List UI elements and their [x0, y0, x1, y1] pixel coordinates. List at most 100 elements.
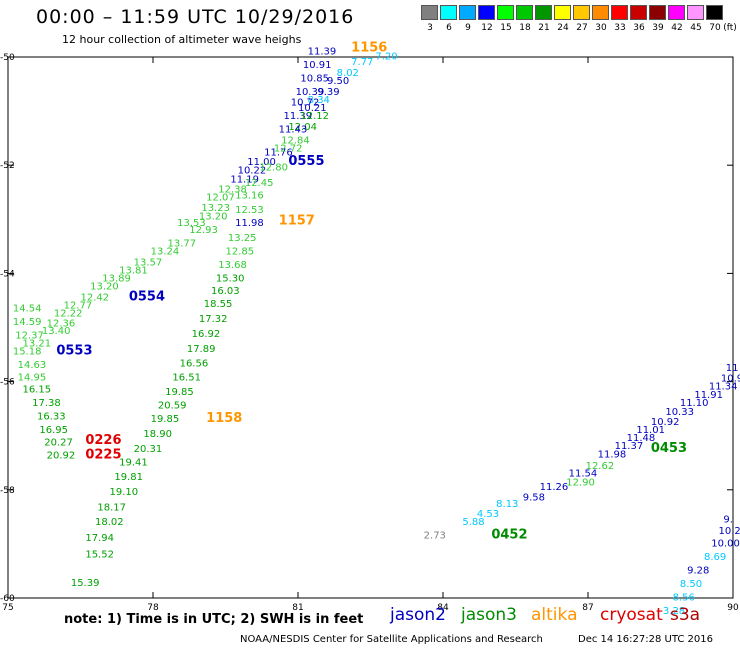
pass-time-label: 1158	[206, 411, 242, 426]
wave-height-value: 12.12	[300, 111, 329, 122]
wave-height-value: 11.10	[680, 398, 709, 409]
wave-height-value: 9.	[723, 514, 733, 525]
legend-swatch	[478, 5, 495, 20]
wave-height-value: 13.89	[102, 274, 131, 285]
wave-height-value: 19.85	[165, 387, 194, 398]
wave-height-value: 12.42	[81, 292, 110, 303]
wave-height-value: 9.50	[327, 76, 349, 87]
wave-height-value: 13.25	[228, 233, 257, 244]
wave-height-value: 17.94	[85, 533, 114, 544]
legend-swatch	[706, 5, 723, 20]
wave-height-value: 13.53	[177, 218, 206, 229]
legend-swatch	[573, 5, 590, 20]
wave-height-value: 14.59	[13, 317, 42, 328]
wave-height-value: 11.54	[569, 468, 598, 479]
wave-height-value: 16.56	[180, 358, 209, 369]
legend-swatch	[497, 5, 514, 20]
satellite-label-cryosat: cryosat	[600, 605, 663, 625]
wave-height-value: 7.20	[375, 52, 397, 63]
wave-height-value: 19.81	[114, 472, 143, 483]
wave-height-value: 11.98	[235, 218, 264, 229]
wave-height-value: 10.21	[298, 103, 327, 114]
pass-time-label: 0554	[129, 289, 165, 304]
wave-height-value: 11.19	[230, 175, 259, 186]
wave-height-value: 11.98	[598, 449, 627, 460]
wave-height-value: 12.72	[274, 144, 303, 155]
lon-tick-label: 81	[292, 603, 303, 613]
wave-height-value: 11.91	[694, 390, 723, 401]
wave-height-value: 10.98	[721, 374, 740, 385]
lat-tick-label: -60	[0, 594, 15, 604]
pass-time-label: 0226	[85, 433, 121, 448]
pass-time-label: 0553	[56, 344, 92, 359]
wave-height-value: 16.51	[172, 373, 201, 384]
wave-height-value: 12.93	[189, 225, 218, 236]
wave-height-value: 13.68	[218, 260, 247, 271]
wave-height-value: 8.13	[496, 499, 518, 510]
lat-tick-label: -54	[0, 269, 15, 279]
wave-height-value: 14.95	[18, 373, 47, 384]
wave-height-value: 8.69	[704, 552, 726, 563]
wave-height-value: 12.07	[206, 192, 235, 203]
wave-height-value: 18.90	[143, 429, 172, 440]
wave-height-value: 11.01	[636, 425, 665, 436]
pass-time-label: 0452	[491, 527, 527, 542]
lat-tick-label: -56	[0, 378, 15, 388]
wave-height-value: 10.33	[665, 407, 694, 418]
pass-time-label: 1156	[351, 41, 387, 56]
wave-height-value: 3.28	[663, 606, 685, 617]
wave-height-value: 11.34	[709, 382, 738, 393]
satellite-label-jason2: jason2	[390, 605, 446, 625]
legend-swatch	[459, 5, 476, 20]
wave-height-value: 12.04	[288, 122, 317, 133]
wave-height-value: 10.2	[719, 526, 740, 537]
legend-unit: (ft)	[723, 23, 737, 33]
legend-swatch	[649, 5, 666, 20]
wave-height-value: 12.22	[54, 309, 83, 320]
legend-label: 9	[465, 23, 471, 33]
wave-height-value: 8.02	[337, 68, 359, 79]
wave-height-value: 8.50	[680, 579, 702, 590]
wave-height-value: 20.27	[44, 437, 73, 448]
wave-height-value: 12.62	[586, 461, 615, 472]
wave-height-value: 9.58	[523, 493, 545, 504]
wave-height-value: 11.43	[279, 125, 308, 136]
legend-swatch	[611, 5, 628, 20]
wave-height-value: 9.39	[317, 87, 339, 98]
wave-height-value: 17.38	[32, 398, 61, 409]
wave-height-value: 16.92	[192, 329, 221, 340]
wave-height-value: 19.85	[151, 414, 180, 425]
wave-height-value: 18.17	[97, 502, 126, 513]
legend-label: 3	[427, 23, 433, 33]
wave-height-value: 13.57	[134, 257, 163, 268]
legend-swatch	[592, 5, 609, 20]
wave-height-value: 17.89	[187, 344, 216, 355]
legend-swatch	[668, 5, 685, 20]
wave-height-value: 12.85	[226, 246, 255, 257]
wave-height-value: 14.54	[13, 303, 42, 314]
legend-label: 45	[690, 23, 702, 33]
page-title: 00:00 – 11:59 UTC 10/29/2016	[36, 6, 355, 28]
wave-height-value: 2.73	[424, 530, 446, 541]
footer-credit: NOAA/NESDIS Center for Satellite Applica…	[240, 634, 543, 645]
pass-time-label: 0453	[651, 441, 687, 456]
wave-height-value: 11	[726, 363, 739, 374]
wave-height-value: 13.20	[199, 211, 228, 222]
wave-height-value: 11.26	[540, 482, 569, 493]
legend-label: 39	[652, 23, 664, 33]
wave-height-value: 10.85	[300, 73, 329, 84]
color-legend: 3 6 9 12 15 18 21 24 27 30 33 36 39 42 45 70 (ft)	[421, 5, 737, 35]
legend-label: 33	[614, 23, 626, 33]
lat-tick-label: -58	[0, 486, 15, 496]
legend-label: 42	[671, 23, 683, 33]
wave-height-value: 5.88	[462, 517, 484, 528]
legend-label: 27	[576, 23, 588, 33]
wave-height-value: 11.37	[615, 441, 644, 452]
wave-height-value: 19.41	[119, 457, 148, 468]
wave-height-value: 12.38	[218, 184, 247, 195]
satellite-label-s3a: s3a	[670, 605, 701, 625]
wave-height-value: 12.37	[15, 330, 44, 341]
wave-height-value: 18.55	[204, 299, 233, 310]
lon-tick-label: 75	[2, 603, 13, 613]
wave-height-value: 13.21	[23, 338, 52, 349]
